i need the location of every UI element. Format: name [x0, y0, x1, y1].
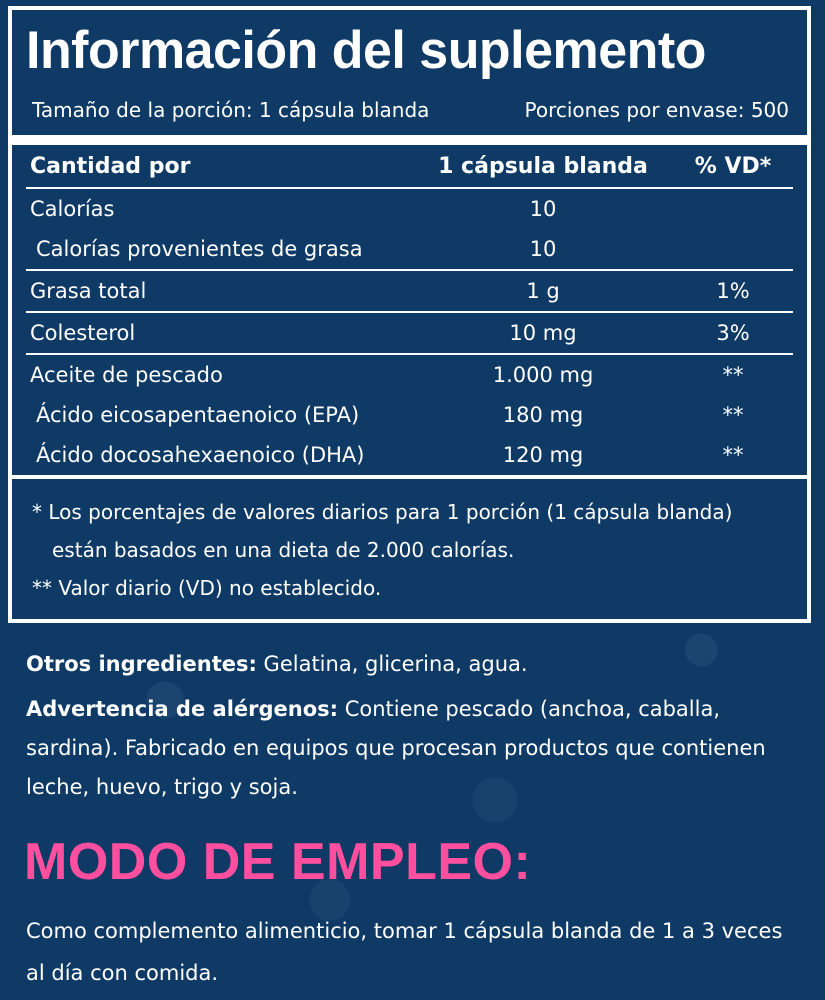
supplement-facts-panel: Información del suplemento Tamaño de la …: [8, 6, 811, 623]
nutrient-amount: 10: [529, 237, 557, 261]
footnote-divider: [12, 475, 807, 479]
footnote-dv-basis-cont: están basados en una dieta de 2.000 calo…: [52, 538, 515, 562]
footnotes: * Los porcentajes de valores diarios par…: [26, 479, 793, 607]
nutrient-amount: 1.000 mg: [492, 363, 594, 387]
nutrient-name: Ácido eicosapentaenoico (EPA): [36, 403, 360, 427]
table-row: Aceite de pescado 1.000 mg **: [26, 355, 793, 395]
nutrient-dv: **: [722, 363, 744, 387]
thick-divider: [12, 135, 807, 145]
footnote-dv-not-established: ** Valor diario (VD) no establecido.: [32, 576, 382, 600]
nutrient-name: Ácido docosahexaenoico (DHA): [36, 443, 365, 467]
allergen-warning-label: Advertencia de alérgenos:: [26, 697, 339, 721]
facts-title: Información del suplemento: [26, 21, 706, 80]
ingredients-block: Otros ingredientes: Gelatina, glicerina,…: [26, 645, 816, 813]
other-ingredients: Otros ingredientes: Gelatina, glicerina,…: [26, 645, 816, 684]
nutrient-amount: 1 g: [526, 279, 560, 303]
nutrient-name: Colesterol: [30, 321, 136, 345]
nutrient-amount: 180 mg: [502, 403, 584, 427]
nutrient-amount: 10: [529, 197, 557, 221]
table-row: Calorías provenientes de grasa 10: [26, 229, 793, 271]
usage-text: Como complemento alimenticio, tomar 1 cá…: [26, 919, 783, 985]
nutrient-dv: **: [722, 403, 744, 427]
nutrient-dv: 1%: [716, 279, 750, 303]
nutrient-dv: **: [722, 443, 744, 467]
usage-title: MODO DE EMPLEO:: [24, 833, 532, 891]
nutrient-amount: 120 mg: [502, 443, 584, 467]
nutrient-name: Aceite de pescado: [30, 363, 223, 387]
table-row: Ácido docosahexaenoico (DHA) 120 mg **: [26, 435, 793, 475]
allergen-warning: Advertencia de alérgenos: Contiene pesca…: [26, 690, 816, 807]
nutrient-table-header: Cantidad por 1 cápsula blanda % VD*: [26, 145, 793, 189]
nutrient-dv: 3%: [716, 321, 750, 345]
header-per-unit: 1 cápsula blanda: [438, 153, 648, 179]
other-ingredients-label: Otros ingredientes:: [26, 652, 257, 676]
header-amount-per: Cantidad por: [30, 153, 191, 179]
table-row: Colesterol 10 mg 3%: [26, 313, 793, 355]
allergen-warning-text: Contiene pescado (anchoa, caballa, sardi…: [26, 697, 766, 799]
footnote-dv-basis: * Los porcentajes de valores diarios par…: [32, 500, 733, 524]
header-dv: % VD*: [694, 153, 772, 179]
serving-info-row: Tamaño de la porción: 1 cápsula blanda P…: [26, 97, 793, 123]
table-row: Calorías 10: [26, 189, 793, 229]
serving-size: Tamaño de la porción: 1 cápsula blanda: [32, 98, 430, 122]
nutrient-amount: 10 mg: [509, 321, 577, 345]
table-row: Ácido eicosapentaenoico (EPA) 180 mg **: [26, 395, 793, 435]
other-ingredients-text: Gelatina, glicerina, agua.: [256, 652, 528, 676]
servings-per-container: Porciones por envase: 500: [524, 98, 790, 122]
nutrient-name: Calorías provenientes de grasa: [36, 237, 363, 261]
nutrient-name: Calorías: [30, 197, 115, 221]
table-row: Grasa total 1 g 1%: [26, 271, 793, 313]
nutrient-name: Grasa total: [30, 279, 147, 303]
